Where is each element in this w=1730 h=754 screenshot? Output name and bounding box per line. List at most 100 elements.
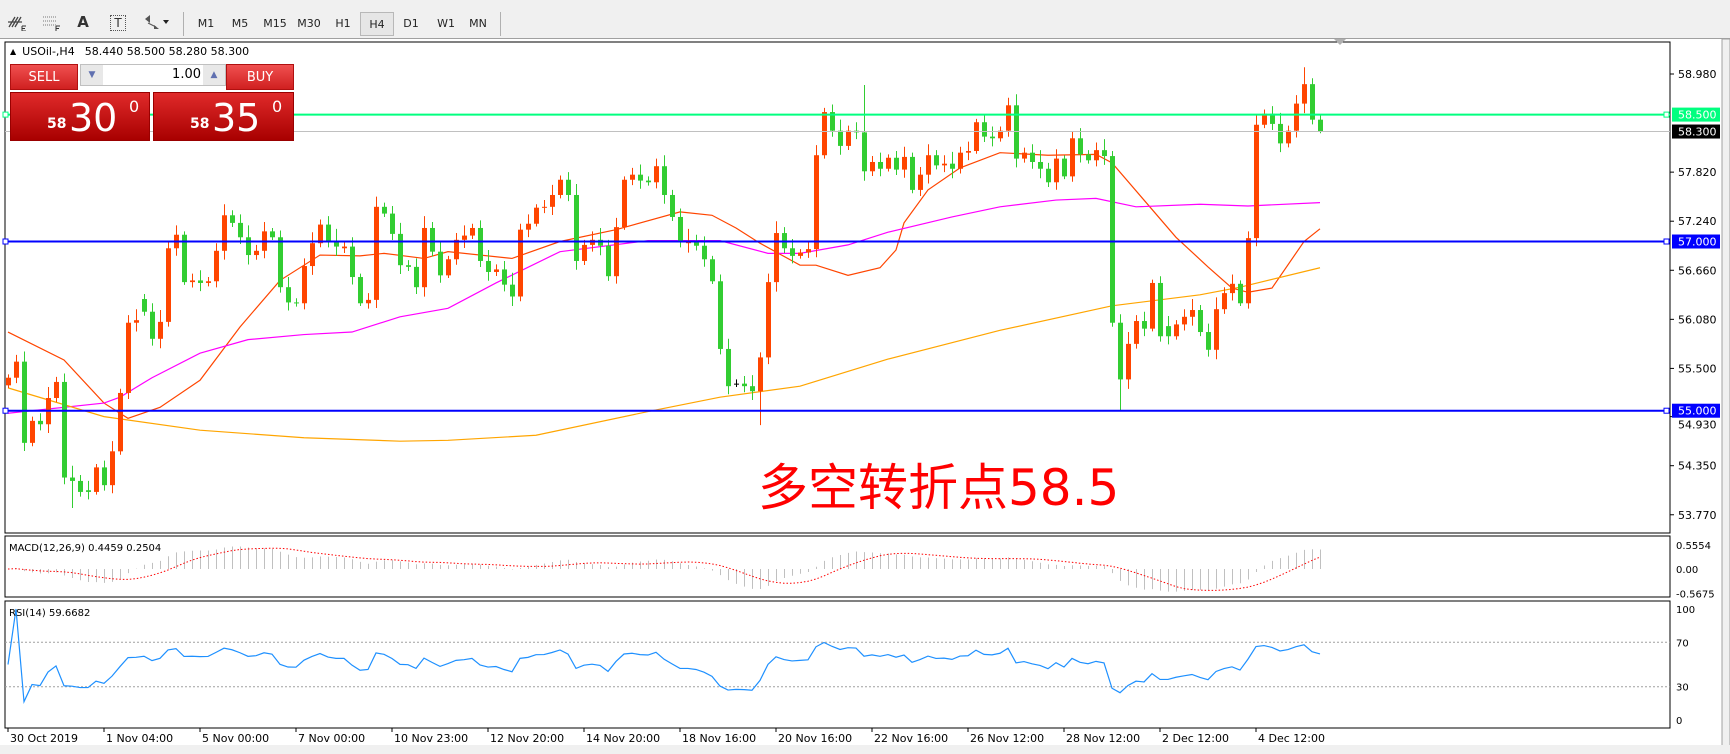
candle — [518, 223, 523, 302]
candle-body — [1214, 309, 1219, 350]
price-tick-label: 56.660 — [1678, 264, 1717, 277]
candle-body — [30, 420, 35, 443]
candle — [1174, 320, 1179, 340]
candle-body — [142, 299, 147, 312]
candle — [166, 242, 171, 327]
candle-body — [126, 322, 131, 393]
candle — [942, 155, 947, 173]
text-icon[interactable]: A — [77, 13, 89, 31]
text-label-icon[interactable]: T — [110, 15, 126, 31]
toolbar-separator — [500, 12, 501, 36]
time-axis-label: 20 Nov 16:00 — [778, 732, 852, 745]
candle — [1006, 97, 1011, 137]
candle-body — [1078, 138, 1083, 155]
level-price-tag — [1672, 107, 1720, 122]
candle — [366, 293, 371, 309]
candle — [422, 216, 427, 297]
candle — [1310, 78, 1315, 125]
timeframe-mn-button[interactable]: MN — [469, 16, 487, 30]
timeframe-m30-button[interactable]: M30 — [297, 16, 321, 30]
candle — [998, 126, 1003, 142]
arrows-icon[interactable] — [140, 11, 174, 33]
sell-price-box[interactable]: 58 30 0 — [10, 92, 150, 141]
chart-window[interactable]: 58.980 57.820 57.240 56.660 56.080 55.500 54.9… — [0, 39, 1730, 754]
candle — [1318, 114, 1323, 134]
candle-body — [78, 480, 83, 492]
candle — [134, 309, 139, 332]
candle-body — [1158, 282, 1163, 337]
candle-body — [382, 206, 387, 214]
level-handle[interactable] — [2, 111, 9, 118]
lot-size-stepper[interactable]: ▼ 1.00 ▲ — [80, 64, 226, 86]
lot-size-input[interactable]: 1.00 — [172, 67, 201, 82]
sell-button[interactable]: SELL — [10, 64, 78, 90]
candle — [150, 303, 155, 346]
elliott-wave-icon[interactable] — [4, 11, 30, 33]
candle-body — [1310, 84, 1315, 120]
timeframe-m1-button[interactable]: M1 — [197, 16, 215, 30]
candle — [1302, 67, 1307, 114]
candle — [910, 152, 915, 194]
candle — [1166, 315, 1171, 345]
candle — [574, 183, 579, 270]
candle — [1038, 150, 1043, 179]
candle-body — [510, 284, 515, 297]
candle-body — [350, 246, 355, 278]
candle-body — [102, 467, 107, 486]
level-handle[interactable] — [1663, 238, 1670, 245]
candle — [142, 293, 147, 316]
macd-title: MACD(12,26,9) 0.4459 0.2504 — [9, 543, 161, 554]
candle-body — [710, 259, 715, 282]
candle — [1110, 150, 1115, 327]
candle — [638, 164, 643, 189]
timeframe-d1-button[interactable]: D1 — [403, 16, 419, 30]
candle-body — [6, 377, 11, 386]
candle-body — [398, 233, 403, 266]
candle-body — [1150, 282, 1155, 329]
candle-body — [566, 179, 571, 195]
candle-body — [1230, 283, 1235, 294]
chart-shift-marker-icon[interactable] — [1334, 39, 1346, 45]
rsi-title: RSI(14) 59.6682 — [9, 608, 90, 619]
level-handle[interactable] — [1663, 111, 1670, 118]
candle — [278, 230, 283, 293]
timeframe-m15-button[interactable]: M15 — [263, 16, 287, 30]
fibonacci-grid-icon[interactable] — [38, 11, 64, 33]
candle — [526, 214, 531, 238]
candle-body — [550, 194, 555, 207]
candle-body — [1134, 321, 1139, 344]
candle — [878, 152, 883, 177]
candle — [222, 204, 227, 260]
buy-button[interactable]: BUY — [226, 64, 294, 90]
timeframe-m5-button[interactable]: M5 — [231, 16, 249, 30]
candle-body — [1262, 113, 1267, 125]
candle-body — [1102, 150, 1107, 157]
candle-body — [54, 381, 59, 399]
candle-body — [1086, 154, 1091, 161]
candle-body — [374, 206, 379, 300]
candle — [230, 210, 235, 227]
increase-lot-icon[interactable]: ▲ — [203, 65, 225, 85]
level-handle[interactable] — [2, 238, 9, 245]
candle — [1246, 231, 1251, 309]
collapse-triangle-icon[interactable]: ▲ — [10, 47, 17, 56]
candle — [214, 243, 219, 288]
candle — [110, 441, 115, 494]
candle-body — [198, 280, 203, 283]
level-handle[interactable] — [1663, 407, 1670, 414]
decrease-lot-icon[interactable]: ▼ — [81, 65, 103, 85]
candle-body — [822, 112, 827, 156]
candle — [662, 155, 667, 204]
candle-body — [1254, 124, 1259, 239]
timeframe-h4-button[interactable]: H4 — [360, 12, 394, 36]
buy-price-box[interactable]: 58 35 0 — [153, 92, 294, 141]
candle — [486, 249, 491, 281]
candle-body — [582, 244, 587, 261]
candle-body — [974, 122, 979, 151]
level-handle[interactable] — [2, 407, 9, 414]
timeframe-h1-button[interactable]: H1 — [335, 16, 351, 30]
timeframe-w1-button[interactable]: W1 — [437, 16, 455, 30]
candle-body — [942, 163, 947, 166]
buy-price-main: 35 — [212, 96, 261, 140]
candle — [1094, 142, 1099, 167]
